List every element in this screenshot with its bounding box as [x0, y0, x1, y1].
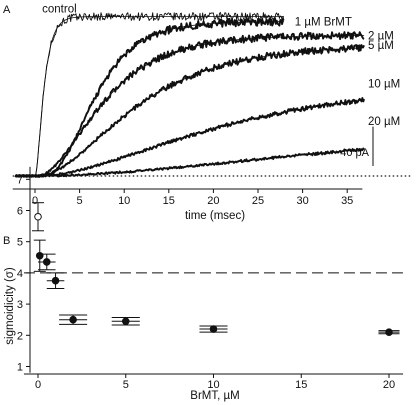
- data-point-filled: [121, 317, 130, 326]
- x-tick-label: 10: [118, 195, 130, 207]
- x-tick-label: 10: [207, 379, 219, 391]
- x-tick-label: 15: [163, 195, 175, 207]
- trace-4-recording: [14, 97, 365, 178]
- panel-a-x-axis: 0 5 10 15 20 25 30 35: [12, 188, 363, 207]
- data-point-filled: [42, 258, 51, 266]
- data-point-filled: [385, 328, 393, 336]
- trace-label-1: 1 µM BrMT: [295, 17, 352, 29]
- data-point-open: [34, 212, 42, 221]
- trace-5-fit: [35, 148, 365, 177]
- data-point-filled: [51, 276, 60, 285]
- scale-bar: 40 pA: [340, 126, 374, 166]
- trace-label-0: control: [42, 4, 77, 16]
- panel-b-x-axis-label: BrMT, µM: [190, 390, 239, 402]
- y-tick-label: 7: [17, 174, 23, 186]
- x-tick-label: 5: [77, 195, 83, 207]
- x-tick-label: 30: [296, 195, 308, 207]
- x-tick-label: 35: [341, 195, 353, 207]
- panel-a-letter: A: [3, 4, 11, 16]
- y-tick-label: 3: [17, 299, 23, 311]
- y-tick-label: 1: [17, 362, 23, 374]
- trace-label-5: 20 µM: [368, 116, 400, 128]
- data-point-filled: [35, 251, 44, 260]
- panel-b-letter: B: [3, 235, 10, 247]
- trace-label-3: 5 µM: [368, 40, 394, 52]
- data-point-filled: [69, 315, 77, 324]
- x-tick-label: 20: [383, 379, 395, 391]
- trace-labels: control 1 µM BrMT 2 µM5 µM 10 µM 20 µM: [42, 4, 400, 128]
- y-tick-label: 4: [17, 268, 23, 280]
- y-tick-label: 5: [17, 237, 23, 249]
- data-points: [32, 202, 400, 336]
- trace-label-4: 10 µM: [368, 79, 400, 91]
- trace-0-recording: [15, 12, 285, 178]
- x-tick-label: 20: [207, 195, 219, 207]
- trace-3-recording: [14, 44, 365, 178]
- trace-4-fit: [35, 99, 365, 177]
- data-point-filled: [209, 325, 218, 333]
- x-tick-label: 15: [295, 379, 307, 391]
- trace-2-fit: [35, 35, 365, 177]
- current-traces: [14, 12, 365, 178]
- x-tick-label: 25: [252, 195, 264, 207]
- x-tick-label: 0: [35, 379, 41, 391]
- y-tick-label: 6: [17, 206, 23, 218]
- panel-a-current-traces: control 1 µM BrMT 2 µM5 µM 10 µM 20 µM 40 pA…: [12, 4, 412, 222]
- panel-a-x-axis-label: time (msec): [185, 210, 245, 222]
- trace-3-fit: [35, 47, 365, 177]
- trace-1-fit: [35, 21, 284, 177]
- panel-b-y-axis-label: sigmoidicity (σ): [4, 267, 16, 345]
- y-tick-label: 2: [17, 330, 23, 342]
- trace-0-fit: [34, 16, 284, 177]
- trace-label-2: 2 µM: [368, 30, 394, 42]
- scale-bar-label: 40 pA: [340, 147, 369, 159]
- x-tick-label: 5: [123, 379, 129, 391]
- x-tick-label: 0: [32, 195, 38, 207]
